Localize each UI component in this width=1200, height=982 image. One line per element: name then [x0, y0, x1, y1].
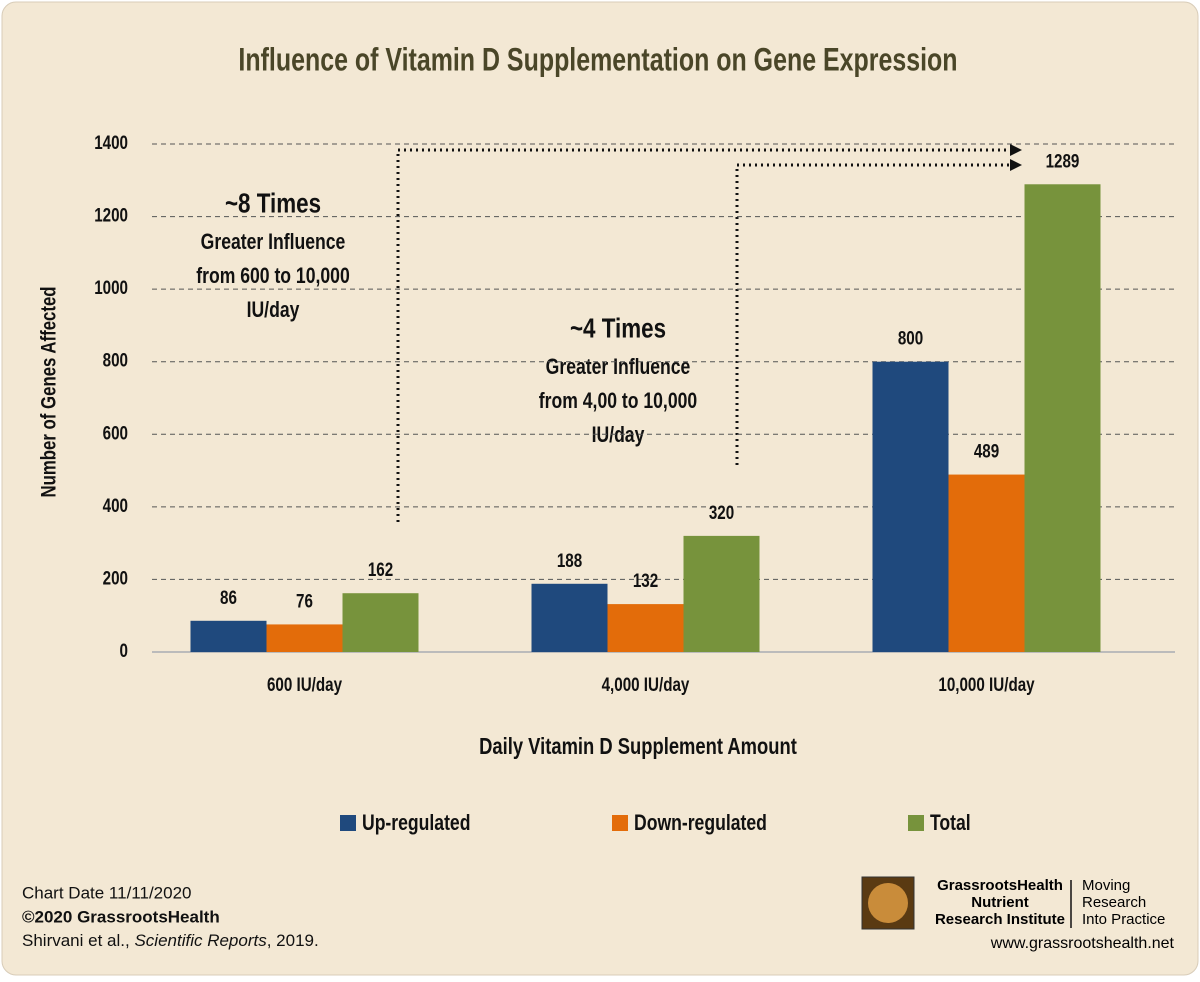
bar [190, 620, 267, 652]
citation-authors: Shirvani et al., [22, 931, 134, 950]
x-tick-label: 600 IU/day [267, 673, 343, 695]
annotation-line: IU/day [592, 423, 645, 447]
bar [607, 604, 684, 652]
arrows [396, 148, 1010, 522]
annotation-line: Greater Influence [201, 230, 346, 254]
legend-label: Total [930, 811, 971, 835]
footer: Chart Date 11/11/2020 ©2020 GrassrootsHe… [22, 883, 319, 950]
logo-tagline: Research [1082, 894, 1146, 911]
y-tick-label: 1000 [94, 276, 128, 298]
logo-name: Research Institute [935, 911, 1065, 928]
y-axis-label: Number of Genes Affected [38, 286, 61, 497]
value-label: 800 [898, 327, 923, 349]
y-tick-label: 200 [103, 567, 128, 589]
annotation-line: Greater Influence [546, 355, 691, 379]
citation-year: , 2019. [267, 931, 319, 950]
bar [683, 535, 760, 652]
y-tick-label: 1400 [94, 131, 128, 153]
logo-url: www.grassrootshealth.net [990, 935, 1175, 952]
annotation-line: from 600 to 10,000 [196, 264, 349, 288]
annotations: ~8 Times Greater Influence from 600 to 10,… [196, 188, 697, 447]
legend-swatch [612, 815, 628, 831]
legend-swatch [340, 815, 356, 831]
logo: GrassrootsHealth Nutrient Research Insti… [861, 876, 1175, 952]
bar [531, 583, 608, 652]
arrowhead [1010, 144, 1022, 156]
logo-tagline: Into Practice [1082, 911, 1165, 928]
y-tick-label: 0 [120, 639, 128, 661]
y-tick-label: 1200 [94, 204, 128, 226]
value-label: 162 [368, 559, 393, 581]
value-label: 489 [974, 440, 999, 462]
y-tick-label: 800 [103, 349, 128, 371]
x-axis-label: Daily Vitamin D Supplement Amount [479, 734, 797, 759]
legend-swatch [908, 815, 924, 831]
legend-label: Up-regulated [362, 811, 470, 835]
x-tick-label: 4,000 IU/day [602, 673, 690, 695]
bar [948, 474, 1025, 652]
bar [266, 624, 343, 652]
value-label: 320 [709, 501, 734, 523]
value-label: 76 [296, 590, 313, 612]
bar [342, 593, 419, 652]
chart-date: Chart Date 11/11/2020 [22, 883, 192, 902]
value-label: 188 [557, 549, 583, 571]
y-tick-label: 600 [103, 422, 128, 444]
annotation-line: IU/day [247, 298, 300, 322]
value-label: 1289 [1046, 150, 1080, 172]
x-tick-label: 10,000 IU/day [938, 673, 1035, 695]
y-tick-label: 400 [103, 494, 128, 516]
chart-title: Influence of Vitamin D Supplementation o… [238, 43, 957, 79]
logo-name: Nutrient [971, 894, 1029, 911]
annotation-line: from 4,00 to 10,000 [539, 389, 697, 413]
legend-label: Down-regulated [634, 811, 767, 835]
value-label: 132 [633, 569, 658, 591]
value-label: 86 [220, 586, 237, 608]
logo-tagline: Moving [1082, 877, 1130, 894]
citation: Shirvani et al., Scientific Reports, 201… [22, 931, 319, 950]
bar [1024, 184, 1101, 652]
copyright: ©2020 GrassrootsHealth [22, 907, 220, 926]
annotation-headline: ~8 Times [225, 188, 321, 219]
bar [872, 361, 949, 652]
citation-journal: Scientific Reports [134, 931, 267, 950]
arrowhead [1010, 159, 1022, 171]
logo-name: GrassrootsHealth [937, 877, 1063, 894]
annotation-headline: ~4 Times [570, 313, 666, 344]
